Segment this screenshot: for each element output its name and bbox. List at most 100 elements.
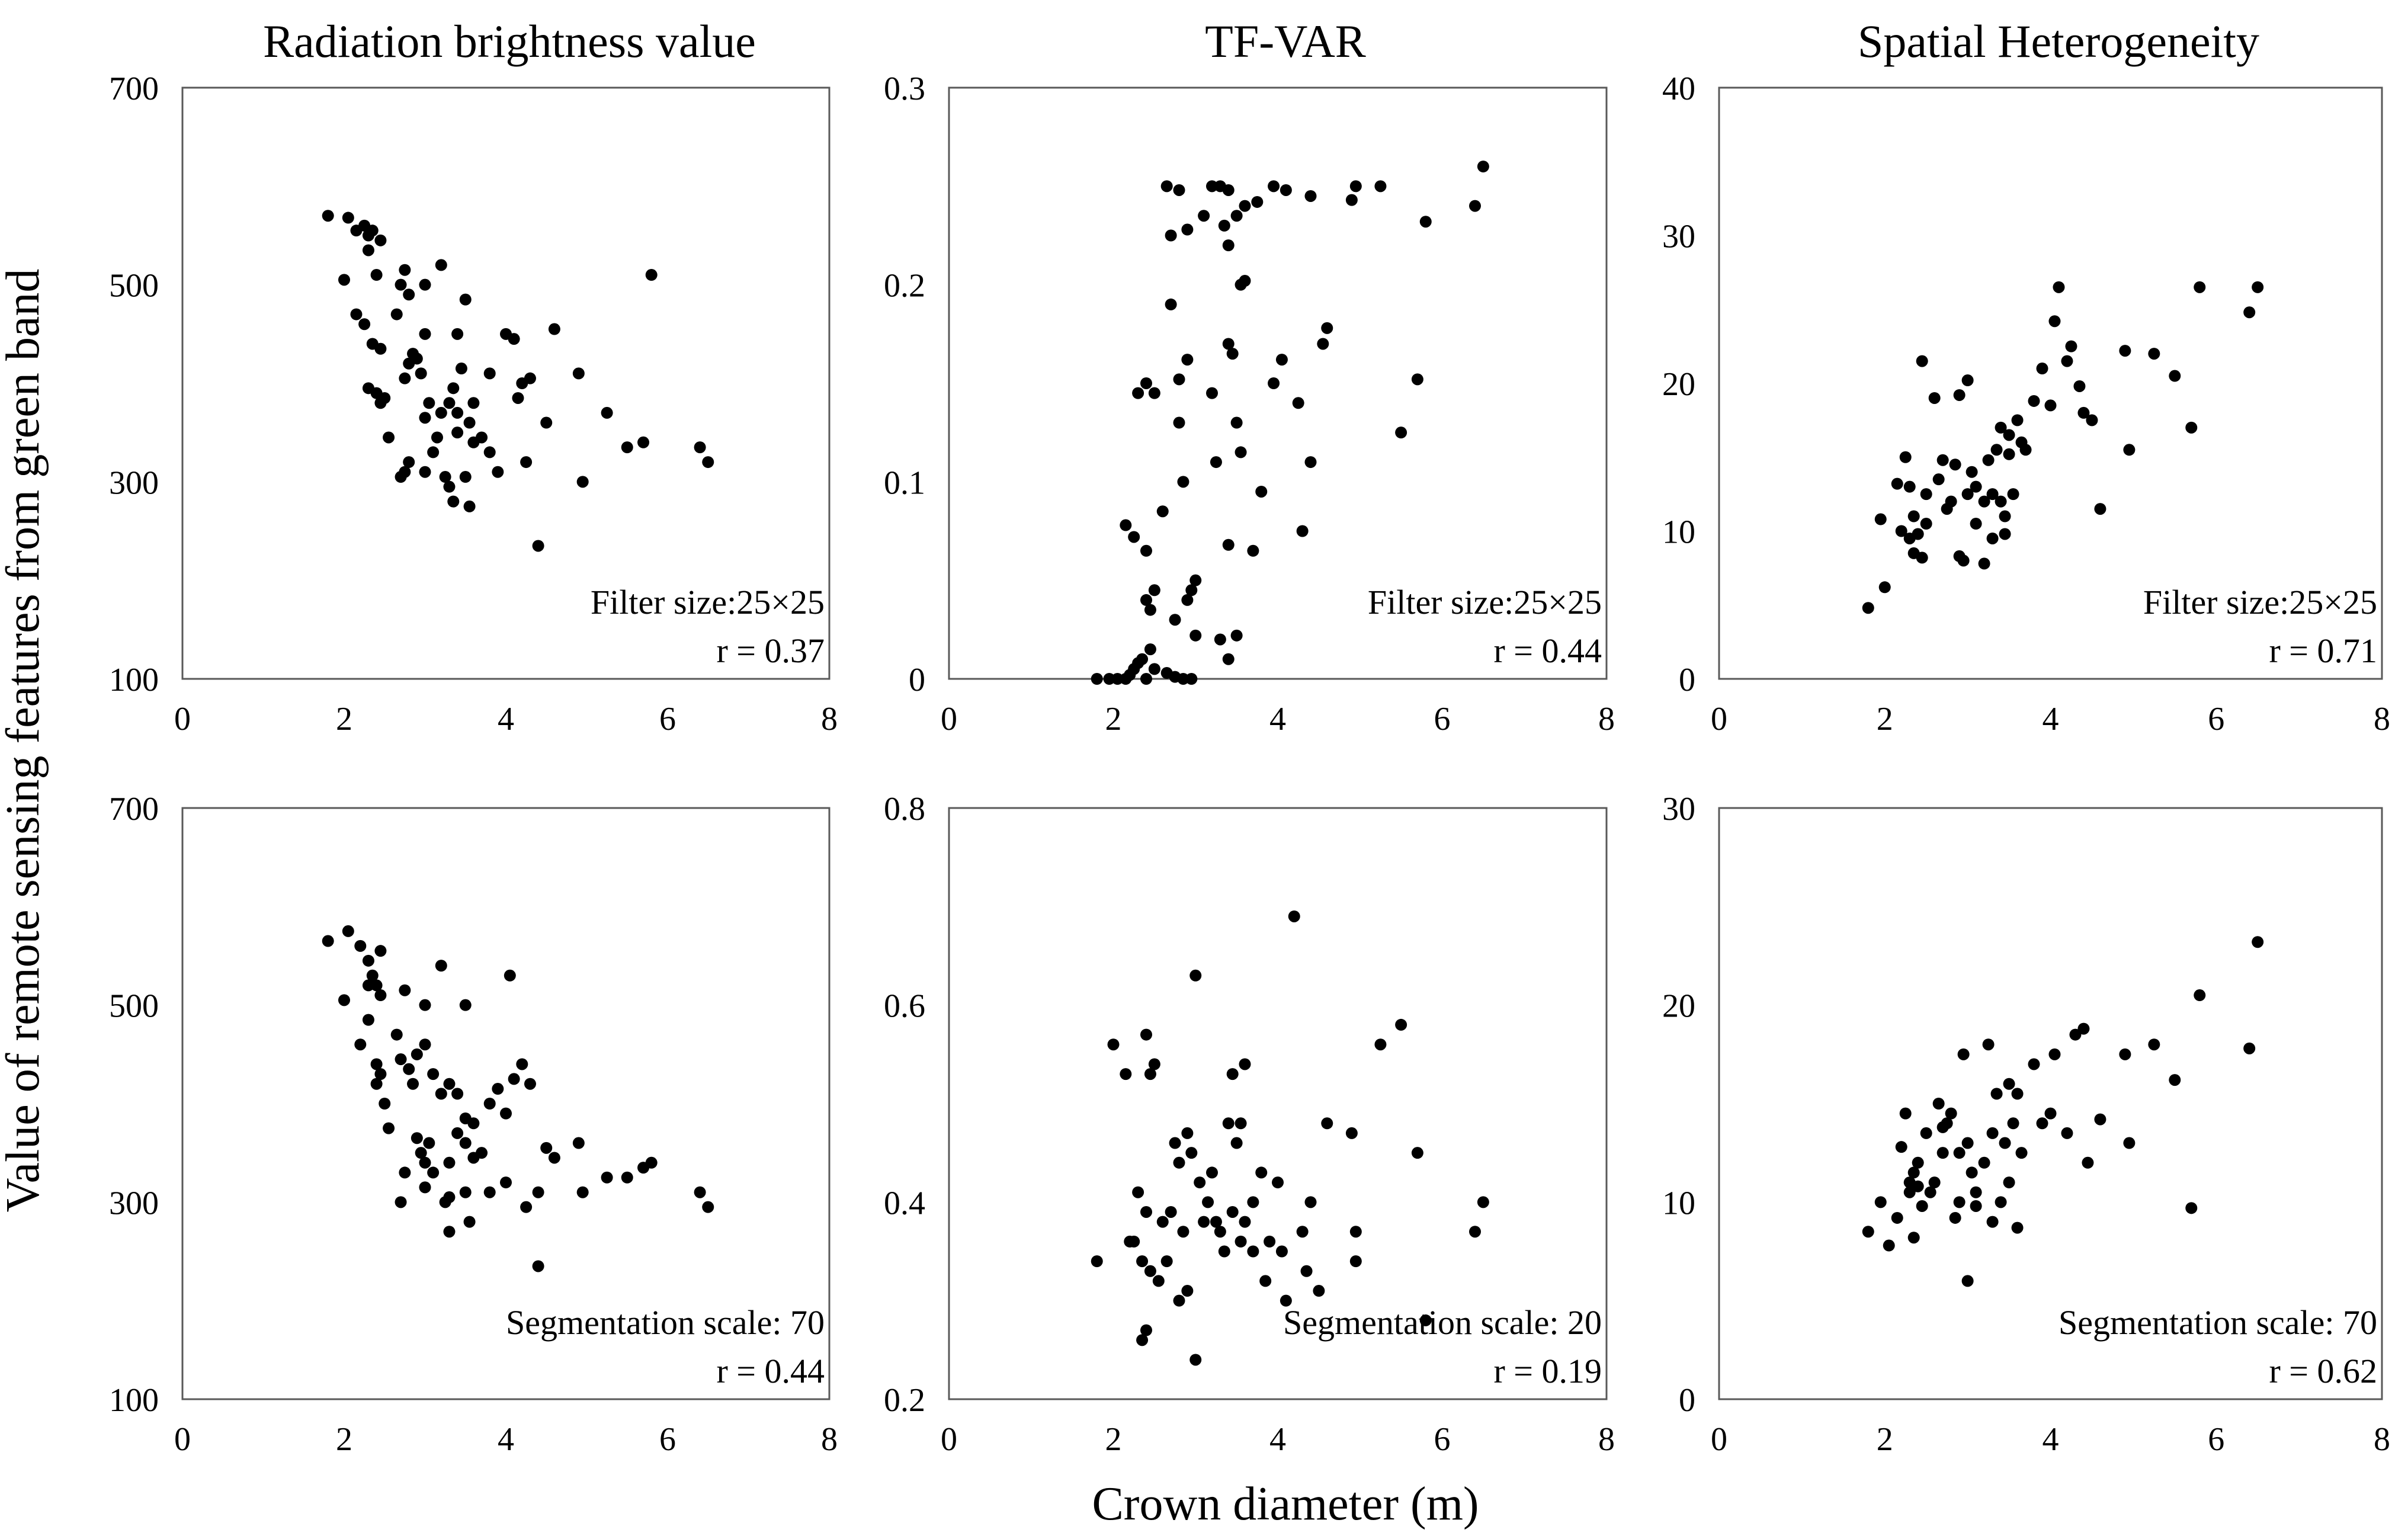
data-point xyxy=(1268,180,1280,193)
x-tick-label: 4 xyxy=(2043,701,2059,738)
data-point xyxy=(1932,473,1945,486)
data-point xyxy=(1140,544,1152,557)
data-point xyxy=(1181,1285,1194,1297)
data-point xyxy=(1272,1176,1284,1189)
data-point xyxy=(1891,477,1903,490)
x-tick-label: 0 xyxy=(174,1421,191,1458)
data-point xyxy=(2086,414,2098,427)
x-tick-label: 8 xyxy=(2374,1421,2390,1458)
data-point xyxy=(1928,392,1941,404)
data-point xyxy=(459,293,472,306)
data-point xyxy=(370,1058,383,1070)
data-point xyxy=(524,372,536,384)
data-point xyxy=(1181,354,1194,366)
data-point xyxy=(1210,456,1222,469)
data-point xyxy=(1986,1127,1999,1139)
x-tick-label: 0 xyxy=(1711,1421,1727,1458)
data-point xyxy=(1313,1285,1325,1297)
data-point xyxy=(1132,387,1144,399)
data-point xyxy=(1148,1058,1160,1070)
data-point xyxy=(1862,602,1874,614)
data-point xyxy=(2065,340,2077,352)
data-point xyxy=(1194,1176,1206,1189)
data-point xyxy=(1173,1156,1185,1169)
data-point xyxy=(1469,200,1481,212)
y-tick-label: 300 xyxy=(109,1185,159,1221)
panel-tfvar-segment: 0.2 0.4 0.6 0.8 0 2 4 6 8 Segmentation scale: 20 r… xyxy=(884,791,1615,1458)
data-point xyxy=(512,392,524,404)
data-point xyxy=(1978,1156,1990,1169)
data-point xyxy=(374,1068,387,1080)
data-point xyxy=(1953,389,1965,401)
data-point xyxy=(354,940,367,952)
data-point xyxy=(1965,466,1978,478)
data-point xyxy=(455,363,467,375)
data-point xyxy=(1140,594,1152,606)
data-point xyxy=(483,446,496,459)
data-point xyxy=(1321,1117,1333,1130)
data-point xyxy=(1140,1205,1152,1218)
data-point xyxy=(451,406,464,419)
data-point xyxy=(1214,1226,1226,1238)
data-point xyxy=(399,372,411,384)
data-point xyxy=(1136,653,1149,665)
data-point xyxy=(1907,1166,1920,1179)
data-point xyxy=(1230,210,1243,222)
data-point xyxy=(362,979,374,992)
data-point xyxy=(483,1098,496,1110)
data-point xyxy=(1198,210,1210,222)
data-point xyxy=(1206,180,1218,193)
data-point xyxy=(2169,1074,2181,1086)
data-point xyxy=(1189,1354,1202,1366)
data-point xyxy=(1999,528,2011,540)
data-point xyxy=(411,1132,423,1144)
data-point xyxy=(1395,1018,1407,1031)
x-tick-label: 4 xyxy=(2043,1421,2059,1458)
data-point xyxy=(1230,1137,1243,1149)
data-point xyxy=(1177,673,1189,685)
data-point xyxy=(403,1063,415,1075)
data-point xyxy=(374,989,387,1002)
data-point xyxy=(379,1098,391,1110)
data-point xyxy=(645,269,658,281)
data-point xyxy=(1165,229,1177,242)
data-point xyxy=(2073,380,2086,392)
data-point xyxy=(1957,1048,1970,1060)
data-point xyxy=(476,1147,488,1159)
data-point xyxy=(1999,1137,2011,1149)
y-tick-label: 30 xyxy=(1662,791,1695,828)
data-point xyxy=(1982,1038,1995,1051)
data-point xyxy=(395,471,407,483)
data-point xyxy=(540,1142,553,1154)
data-point xyxy=(443,1156,456,1169)
data-point xyxy=(1995,495,2007,508)
column-title-spatial: Spatial Heterogeneity xyxy=(1858,15,2259,67)
data-point xyxy=(1945,1107,1957,1120)
y-tick-label: 10 xyxy=(1662,514,1695,551)
data-point xyxy=(694,441,706,454)
data-point xyxy=(1235,1235,1247,1248)
data-point xyxy=(1916,1200,1928,1212)
data-point xyxy=(1878,581,1891,594)
x-tick-label: 8 xyxy=(1598,701,1615,738)
data-point xyxy=(370,269,383,281)
data-point xyxy=(1144,1068,1156,1080)
data-point xyxy=(2003,429,2015,441)
x-tick-label: 2 xyxy=(1105,1421,1122,1458)
data-point xyxy=(1091,1255,1103,1268)
data-point xyxy=(1986,488,1999,501)
data-point xyxy=(443,1078,456,1090)
data-point xyxy=(1899,451,1912,463)
x-tick-label: 2 xyxy=(336,701,352,738)
data-point xyxy=(2123,1137,2136,1149)
x-tick-label: 2 xyxy=(336,1421,352,1458)
data-point xyxy=(2007,488,2019,501)
y-tick-label: 0.3 xyxy=(884,70,925,107)
data-point xyxy=(572,1137,585,1149)
data-point xyxy=(1907,1232,1920,1244)
data-point xyxy=(2048,315,2061,328)
data-point xyxy=(1132,1186,1144,1198)
data-point xyxy=(1300,1265,1313,1277)
data-point xyxy=(1292,397,1304,409)
data-point xyxy=(1912,1156,1924,1169)
